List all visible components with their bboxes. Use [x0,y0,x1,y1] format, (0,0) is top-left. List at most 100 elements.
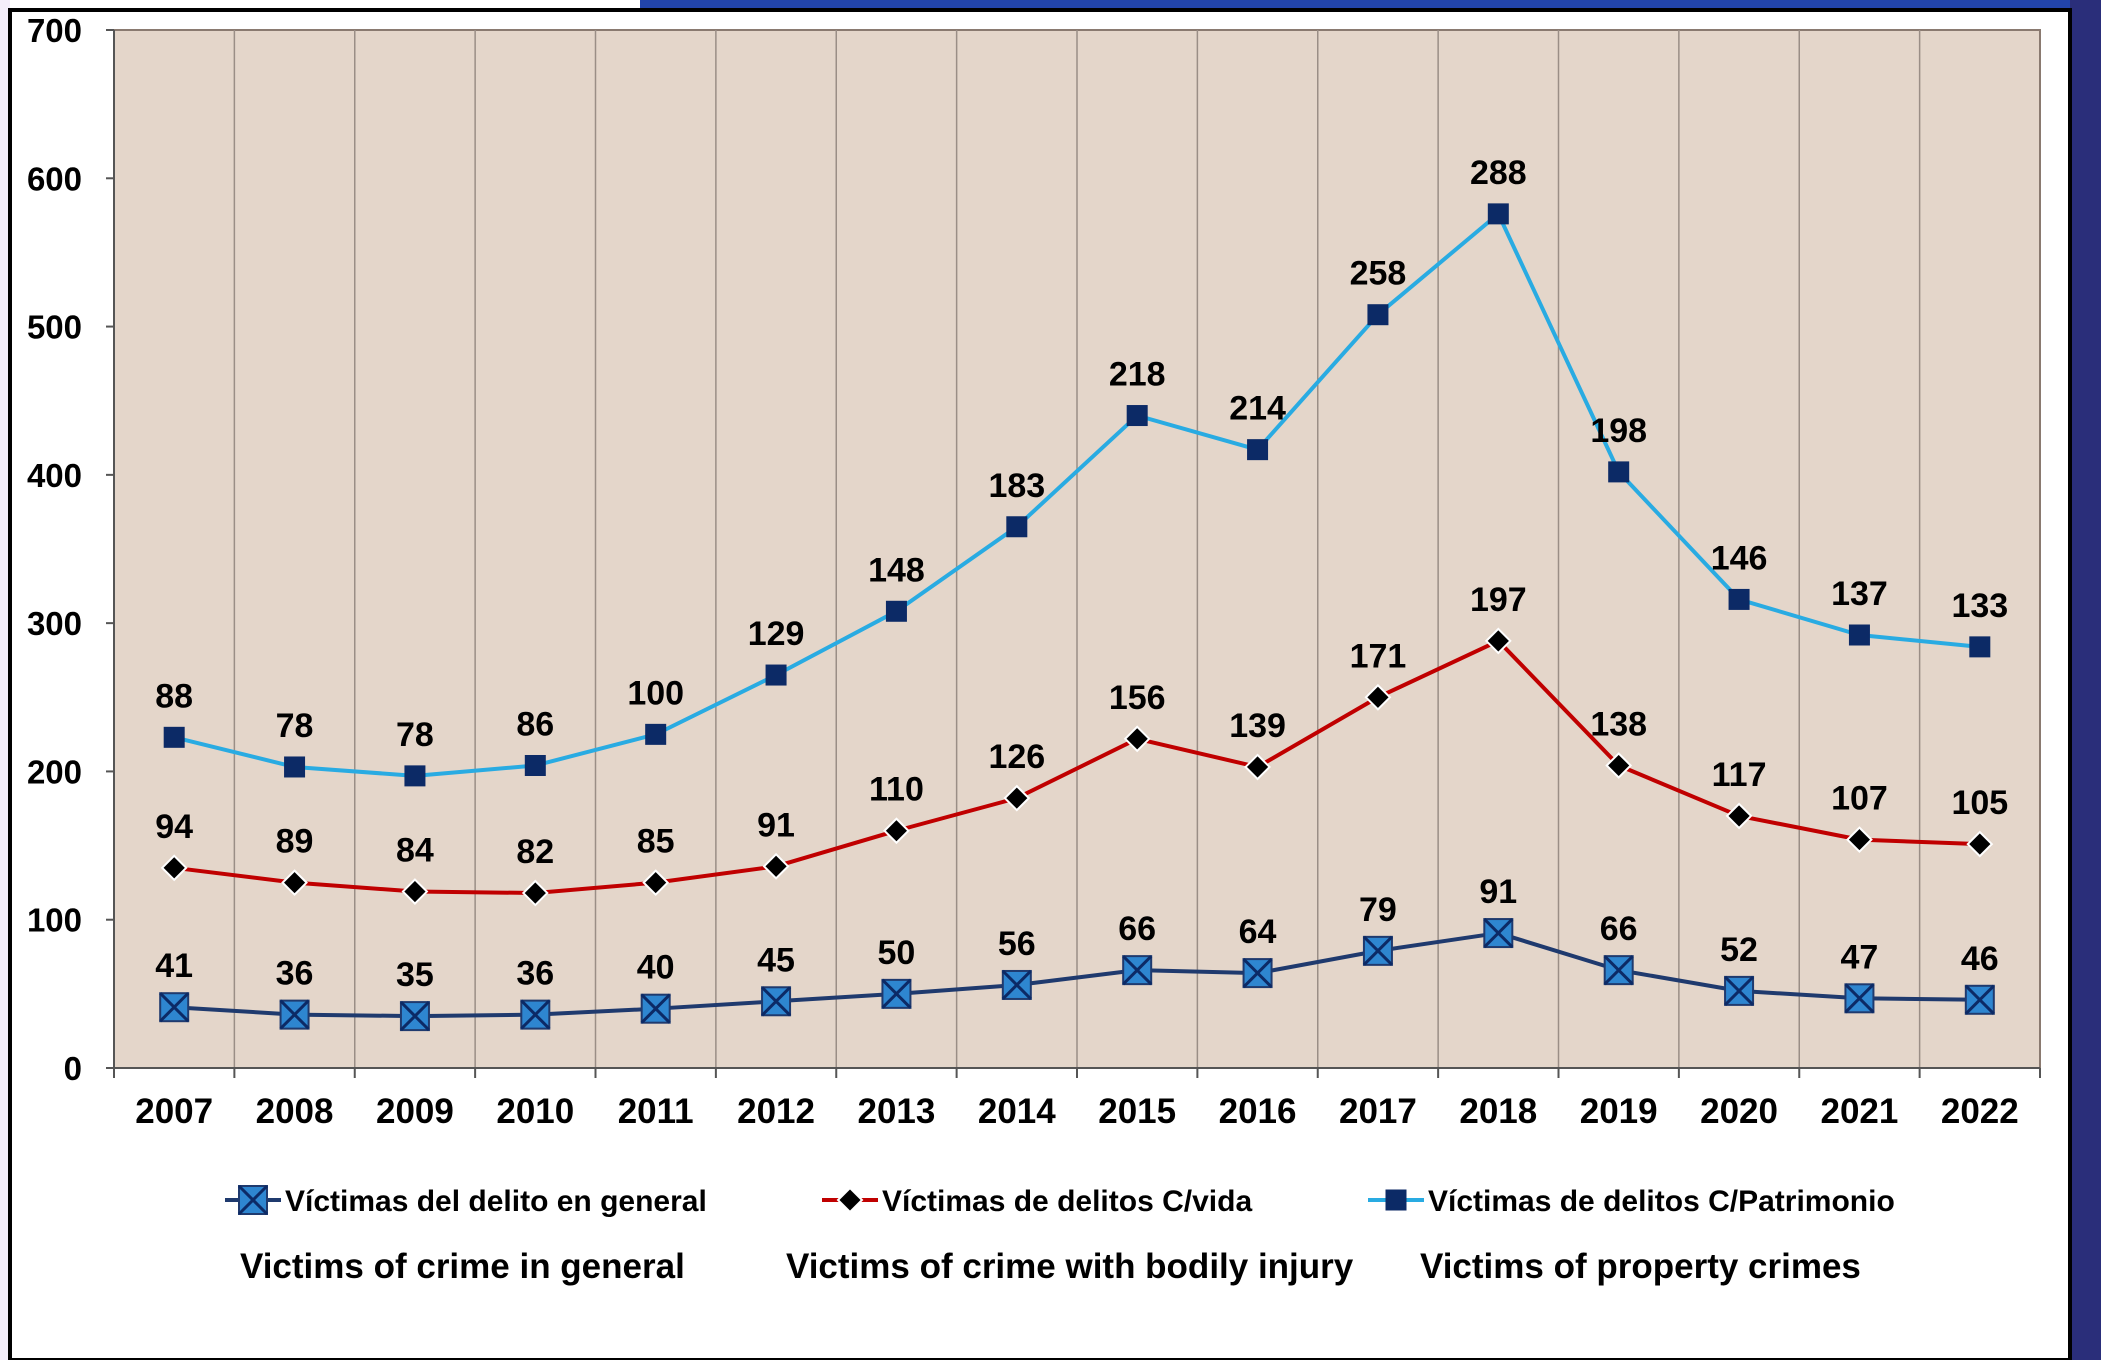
legend-item-victimas-de-delitos-c-patrimonio: Víctimas de delitos C/Patrimonio Victims … [1368,1185,1895,1286]
y-axis: 0 100 200 300 400 500 600 700 [27,12,115,1087]
data-label-victimas-del-delito-en-general: 79 [1359,891,1397,929]
legend: Víctimas del delito en general Victims of… [225,1184,1895,1286]
data-point-victimas-de-delitos-c-vida [160,854,188,882]
x-tick-label: 2007 [135,1092,213,1131]
data-point-victimas-del-delito-en-general [1362,935,1393,966]
data-label-victimas-del-delito-en-general: 46 [1961,940,1999,978]
data-point-victimas-del-delito-en-general [881,978,912,1009]
marker-cross [520,999,551,1030]
marker-shape [1126,405,1148,427]
data-point-victimas-de-delitos-c-vida [1605,752,1633,779]
data-point-victimas-de-delitos-c-patrimonio [163,726,185,748]
data-point-victimas-de-delitos-c-vida [1725,802,1753,830]
marker-shape [1367,304,1389,326]
data-point-victimas-de-delitos-c-vida [1123,725,1151,753]
data-point-victimas-de-delitos-c-vida [642,869,670,897]
marker-cross [1242,958,1273,989]
marker-shape [1966,830,1994,858]
data-label-victimas-de-delitos-c-patrimonio: 78 [396,716,434,754]
data-point-victimas-del-delito-en-general [1242,958,1273,989]
data-point-victimas-de-delitos-c-patrimonio [1969,636,1991,658]
data-label-victimas-de-delitos-c-vida: 85 [637,823,675,861]
y-tick-label: 700 [27,12,82,49]
data-label-victimas-de-delitos-c-vida: 105 [1951,784,2008,822]
data-point-victimas-de-delitos-c-patrimonio [1487,203,1509,225]
series-group [159,203,1995,1032]
data-label-victimas-del-delito-en-general: 66 [1118,910,1156,948]
x-tick-label: 2011 [618,1092,694,1131]
x-tick-label: 2012 [737,1092,815,1131]
series-line-victimas-de-delitos-c-vida [173,638,1980,896]
data-label-victimas-de-delitos-c-vida: 91 [757,806,795,844]
marker-shape [1003,784,1031,812]
marker-cross [1122,955,1153,986]
data-point-victimas-de-delitos-c-patrimonio [1247,439,1269,461]
marker-cross [1964,984,1995,1015]
marker-cross [159,992,190,1023]
marker-shape [281,869,308,897]
data-label-victimas-de-delitos-c-patrimonio: 218 [1109,356,1166,394]
data-point-victimas-del-delito-en-general [1122,955,1153,986]
marker-shape [885,600,907,622]
data-label-victimas-del-delito-en-general: 64 [1239,913,1277,951]
data-point-victimas-de-delitos-c-vida [1244,753,1271,781]
legend-translation: Victims of crime with bodily injury [786,1247,1354,1286]
y-tick-label: 300 [27,605,82,642]
legend-marker [237,1184,269,1216]
data-label-victimas-del-delito-en-general: 35 [396,956,434,994]
data-point-victimas-de-delitos-c-vida [883,817,910,845]
data-point-victimas-del-delito-en-general [1483,917,1514,949]
data-label-victimas-de-delitos-c-patrimonio: 288 [1470,154,1527,192]
data-label-victimas-de-delitos-c-vida: 117 [1712,756,1767,794]
marker-shape [1484,627,1512,655]
y-tick-label: 200 [27,753,82,790]
data-label-victimas-de-delitos-c-vida: 94 [155,808,193,846]
left-edge-accent [0,0,10,1360]
data-point-victimas-del-delito-en-general [1844,983,1875,1014]
data-label-victimas-de-delitos-c-vida: 139 [1229,707,1286,745]
marker-shape [524,754,546,776]
legend-marker [1385,1189,1407,1211]
y-tick-label: 500 [27,309,82,346]
x-tick-label: 2020 [1700,1092,1778,1131]
x-tick-label: 2016 [1219,1092,1297,1131]
legend-translation: Victims of property crimes [1420,1247,1861,1286]
data-point-victimas-del-delito-en-general [1603,955,1634,986]
data-label-victimas-del-delito-en-general: 50 [878,934,916,972]
y-tick-label: 600 [27,160,82,197]
marker-shape [1385,1189,1407,1211]
data-point-victimas-del-delito-en-general [279,999,310,1030]
marker-shape [401,878,429,905]
data-point-victimas-de-delitos-c-patrimonio [404,765,426,787]
data-point-victimas-de-delitos-c-vida [1364,683,1392,711]
x-tick-label: 2018 [1459,1092,1537,1131]
right-edge-accent [2070,0,2101,1360]
marker-shape [645,723,667,745]
y-tick-label: 100 [27,902,82,939]
marker-cross [761,986,792,1017]
data-label-victimas-del-delito-en-general: 52 [1720,931,1758,969]
top-banner [640,0,2101,11]
marker-shape [1123,725,1151,753]
data-point-victimas-de-delitos-c-patrimonio [284,756,306,778]
legend-label: Víctimas de delitos C/vida [882,1185,1252,1218]
data-point-victimas-del-delito-en-general [761,986,792,1017]
marker-cross [1844,983,1875,1014]
data-point-victimas-de-delitos-c-vida [1846,826,1873,854]
data-point-victimas-de-delitos-c-vida [762,852,790,880]
x-tick-label: 2009 [376,1092,454,1131]
marker-shape [1364,683,1392,711]
data-point-victimas-del-delito-en-general [1724,975,1755,1006]
data-label-victimas-del-delito-en-general: 66 [1600,910,1638,948]
x-tick-label: 2015 [1098,1092,1176,1131]
marker-shape [1247,439,1269,461]
data-label-victimas-del-delito-en-general: 36 [516,955,554,993]
data-label-victimas-de-delitos-c-patrimonio: 100 [627,674,684,712]
data-label-victimas-de-delitos-c-patrimonio: 78 [276,707,314,745]
data-point-victimas-de-delitos-c-patrimonio [1367,304,1389,326]
data-label-victimas-de-delitos-c-vida: 156 [1109,679,1166,717]
data-label-victimas-de-delitos-c-patrimonio: 258 [1350,255,1407,293]
marker-cross [640,993,671,1024]
